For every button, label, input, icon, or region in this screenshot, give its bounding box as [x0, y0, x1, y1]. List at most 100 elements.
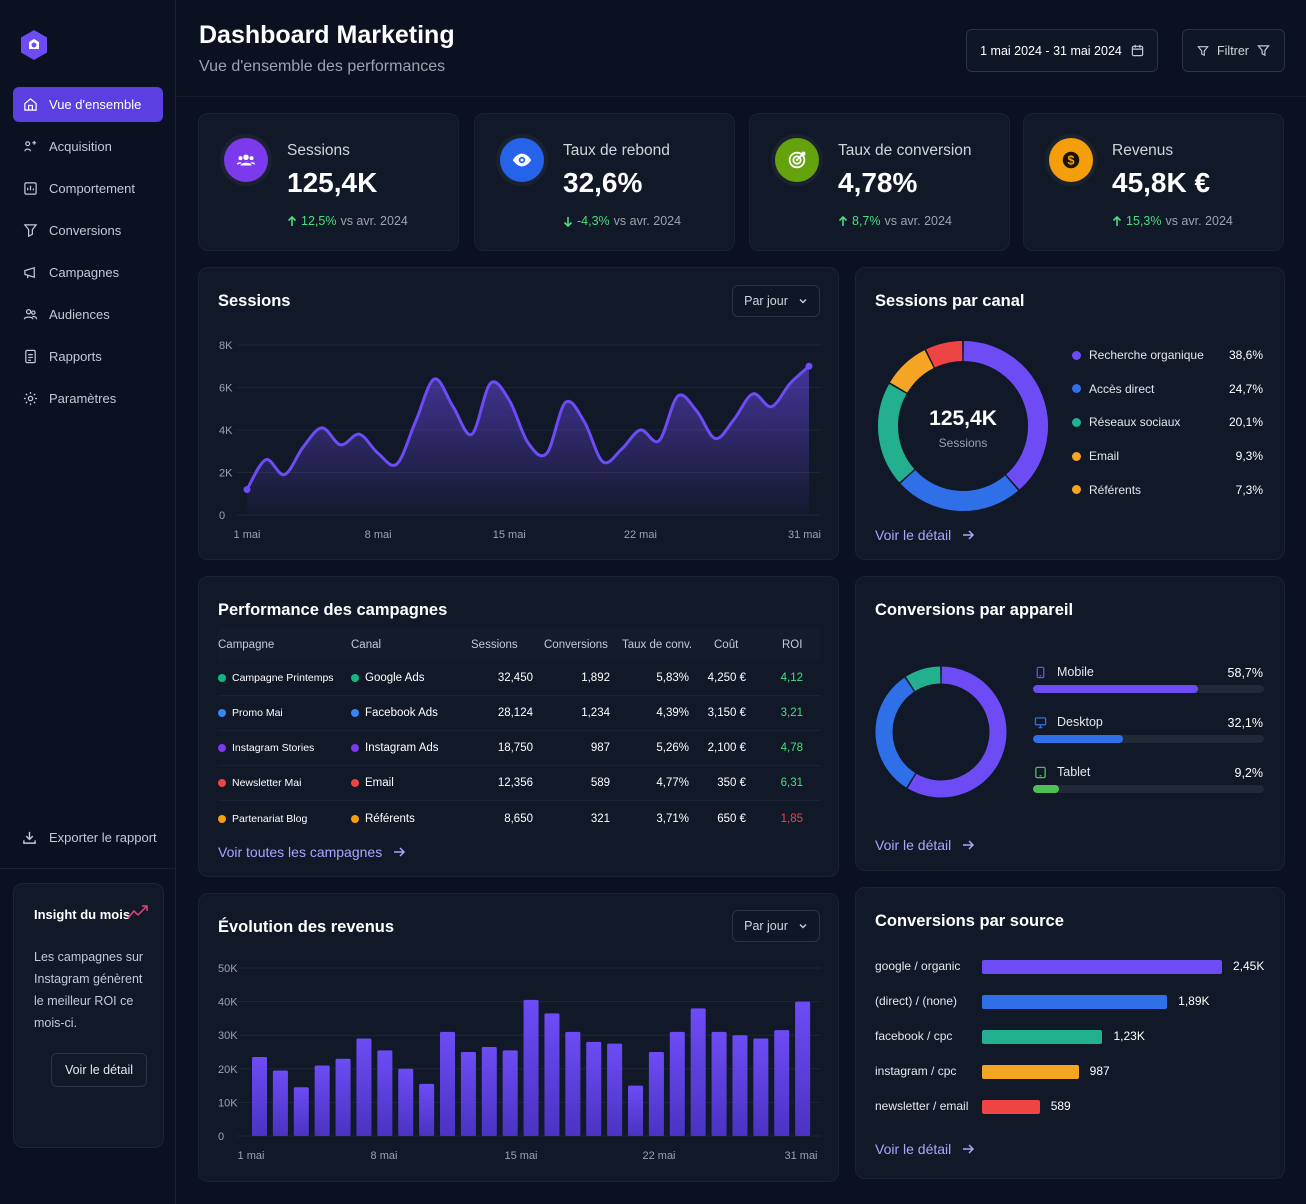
revenue-chart-card: Évolution des revenus Par jour 0 10K 20K 30…	[198, 893, 839, 1182]
kpi-card-revenus: $ Revenus 45,8K € 15,3% vs avr. 2024	[1023, 113, 1284, 251]
behavior-icon	[22, 181, 38, 197]
revenue-period-select[interactable]: Par jour	[732, 910, 820, 942]
arrow-right-icon	[963, 530, 975, 540]
cell-conversions: 321	[538, 801, 610, 836]
export-report-button[interactable]: Exporter le rapport	[22, 830, 157, 845]
source-bar	[982, 1030, 1103, 1044]
audiences-icon	[22, 307, 38, 323]
cell-text: 589	[590, 777, 610, 789]
sidebar-item-parametres[interactable]: Paramètres	[13, 381, 163, 416]
source-label: google / organic	[875, 959, 961, 973]
cell-name: Campagne Printemps	[218, 661, 348, 695]
y-tick-label: 40K	[218, 997, 238, 1009]
cell-text: 987	[590, 742, 610, 754]
table-row[interactable]: Instagram Stories Instagram Ads 18,750 987 5…	[218, 731, 820, 766]
column-header[interactable]: Sessions	[471, 638, 518, 651]
channel-dot	[351, 744, 359, 752]
cell-text: Référents	[365, 812, 415, 825]
column-header[interactable]: ROI	[782, 638, 803, 651]
mobile-icon	[1034, 666, 1057, 679]
revenue-bar	[440, 1031, 456, 1136]
y-tick-label: 50K	[218, 963, 238, 975]
revenue-bar	[711, 1031, 727, 1136]
y-tick-label: 4K	[219, 425, 233, 437]
kpi-value: 32,6%	[563, 167, 643, 198]
sidebar-item-acquisition[interactable]: Acquisition	[13, 129, 163, 164]
sidebar-item-conversions[interactable]: Conversions	[13, 213, 163, 248]
cell-text: Instagram Ads	[365, 742, 439, 754]
cell-sessions: 18,750	[463, 731, 533, 765]
cell-text: 350 €	[717, 777, 746, 789]
insight-detail-button[interactable]: Voir le détail	[51, 1053, 147, 1087]
sidebar-item-vue-d-ensemble[interactable]: Vue d'ensemble	[13, 87, 163, 122]
dollar-icon: $	[1049, 138, 1093, 182]
sidebar-nav: Vue d'ensemble Acquisition Comportement Con…	[13, 87, 163, 423]
kpi-compare: vs avr. 2024	[884, 214, 952, 228]
legend-value: 24,7%	[1228, 381, 1263, 396]
column-header[interactable]: Coût	[714, 638, 739, 651]
date-range-label: 1 mai 2024 - 31 mai 2024	[980, 43, 1122, 58]
campaigns-table: Campagne Canal Sessions Conversions Taux de …	[218, 628, 820, 836]
column-header[interactable]: Conversions	[544, 638, 608, 651]
source-value: 589	[1050, 1099, 1071, 1113]
arrow-down-icon	[563, 216, 573, 227]
sessions-chart-title: Sessions	[218, 292, 291, 310]
cell-text: Campagne Printemps	[232, 672, 334, 684]
acquisition-icon	[22, 139, 38, 155]
x-tick-label: 15 mai	[504, 1150, 537, 1162]
funnel-icon	[1257, 45, 1270, 57]
revenue-bar	[481, 1046, 497, 1136]
cell-text: Promo Mai	[232, 707, 283, 719]
table-row[interactable]: Newsletter Mai Email 12,356 589 4,77% 350 € 6,…	[218, 766, 820, 801]
filter-button[interactable]: Filtrer	[1182, 29, 1285, 72]
channel-dot	[351, 814, 359, 823]
revenue-bar	[272, 1070, 288, 1136]
column-header[interactable]: Campagne	[218, 638, 275, 651]
status-dot	[218, 779, 226, 787]
sidebar-item-label: Campagnes	[49, 265, 120, 280]
sidebar-item-comportement[interactable]: Comportement	[13, 171, 163, 206]
x-tick-label: 8 mai	[365, 529, 392, 541]
date-range-picker[interactable]: 1 mai 2024 - 31 mai 2024	[966, 29, 1158, 72]
cell-cost: 650 €	[692, 801, 746, 836]
status-dot	[218, 744, 226, 752]
sidebar-item-rapports[interactable]: Rapports	[13, 339, 163, 374]
cell-text: 6,31	[780, 777, 803, 789]
column-header[interactable]: Taux de conv.	[622, 638, 693, 651]
channel-title: Sessions par canal	[875, 292, 1025, 310]
kpi-delta-value: 15,3%	[1126, 214, 1162, 228]
table-row[interactable]: Promo Mai Facebook Ads 28,124 1,234 4,39% 3,1…	[218, 696, 820, 731]
revenue-bar	[377, 1050, 393, 1136]
device-slice	[875, 677, 916, 788]
device-item-mobile: Mobile	[1034, 665, 1094, 679]
device-value: 9,2%	[1234, 766, 1264, 780]
all-campaigns-link[interactable]: Voir toutes les campagnes	[218, 844, 406, 860]
sessions-period-select[interactable]: Par jour	[732, 285, 820, 317]
status-dot	[218, 709, 226, 717]
revenue-bar	[460, 1052, 476, 1136]
sidebar-item-audiences[interactable]: Audiences	[13, 297, 163, 332]
cell-rate: 4,39%	[613, 696, 689, 730]
cell-cost: 350 €	[692, 766, 746, 800]
kpi-label: Taux de conversion	[838, 142, 972, 159]
table-row[interactable]: Campagne Printemps Google Ads 32,450 1,892 5…	[218, 661, 820, 696]
sources-card: Conversions par source Voir le détail go…	[855, 887, 1285, 1179]
sessions-area	[247, 366, 809, 515]
revenue-bar	[314, 1065, 330, 1136]
legend-dot	[1072, 417, 1081, 427]
source-bar	[982, 995, 1168, 1009]
column-header[interactable]: Canal	[351, 638, 382, 651]
cell-sessions: 32,450	[463, 661, 533, 695]
sidebar-item-campagnes[interactable]: Campagnes	[13, 255, 163, 290]
logo-icon[interactable]	[19, 29, 49, 61]
channel-detail-link[interactable]: Voir le détail	[875, 527, 975, 543]
legend-label: Email	[1089, 449, 1120, 464]
table-row[interactable]: Partenariat Blog Référents 8,650 321 3,71% 65…	[218, 801, 820, 836]
source-value: 1,89K	[1178, 994, 1210, 1008]
device-bar-fill	[1033, 685, 1199, 693]
source-label: instagram / cpc	[875, 1064, 957, 1078]
revenue-bar-chart: 0 10K 20K 30K 40K 50K 1 mai 8 mai 15 mai 22 mai 31…	[218, 963, 821, 1162]
sources-detail-link[interactable]: Voir le détail	[875, 1141, 975, 1157]
devices-detail-link[interactable]: Voir le détail	[875, 837, 975, 853]
cell-rate: 4,77%	[613, 766, 689, 800]
